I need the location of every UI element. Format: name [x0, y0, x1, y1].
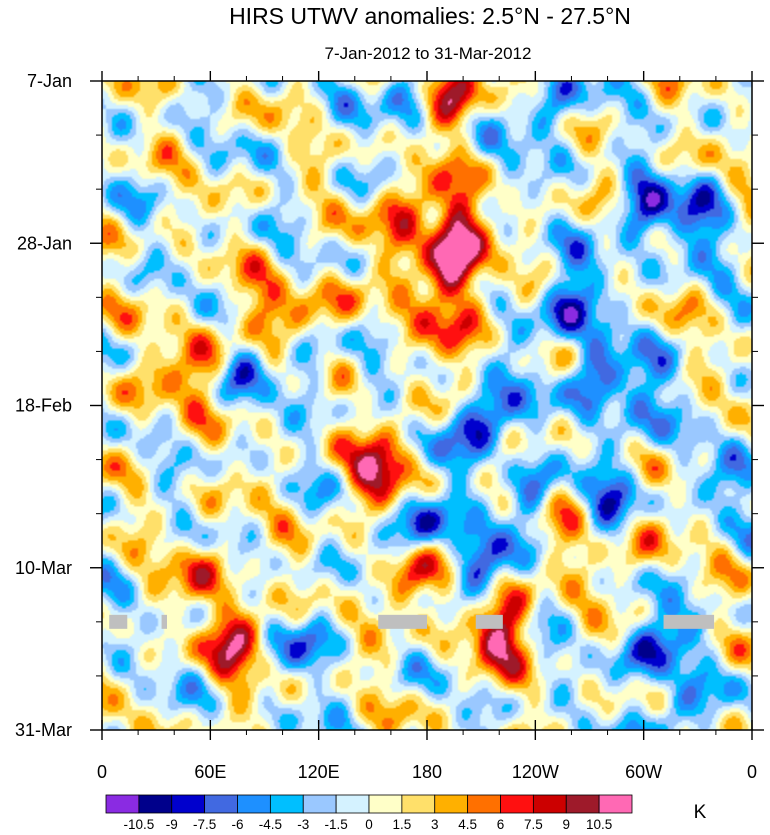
colorbar-swatch: [500, 794, 534, 814]
colorbar-swatch: [171, 794, 206, 814]
colorbar-label: -6: [231, 817, 243, 830]
colorbar-swatch: [138, 794, 173, 814]
colorbar-swatch: [105, 794, 140, 814]
colorbar-swatch: [598, 794, 633, 814]
x-tick-label: 60E: [194, 762, 226, 782]
colorbar-label: -1.5: [324, 817, 347, 830]
y-tick-label: 18-Feb: [15, 396, 72, 416]
chart-title: HIRS UTWV anomalies: 2.5°N - 27.5°N: [229, 3, 631, 29]
x-tick-label: 0: [747, 762, 757, 782]
colorbar-label: 3: [431, 817, 439, 830]
colorbar-swatch: [401, 794, 436, 814]
x-tick-label: 180: [412, 762, 442, 782]
colorbar-swatch: [565, 794, 600, 814]
colorbar-label: -4.5: [259, 817, 282, 830]
colorbar-label: 0: [365, 817, 373, 830]
colorbar-swatch: [302, 794, 337, 814]
colorbar-label: 6: [497, 817, 505, 830]
colorbar-label: 1.5: [392, 817, 411, 830]
colorbar-label: 9: [562, 817, 570, 830]
colorbar-label: 10.5: [586, 817, 612, 830]
x-axis: 0 60E 120E 180 120W 60W 0: [97, 71, 757, 782]
chart-subtitle: 7-Jan-2012 to 31-Mar-2012: [325, 44, 532, 63]
colorbar-label: -3: [297, 817, 309, 830]
colorbar-label: -7.5: [193, 817, 216, 830]
x-tick-label: 0: [97, 762, 107, 782]
missing-data-layer: [109, 614, 715, 629]
y-tick-label: 31-Mar: [15, 720, 72, 740]
missing-data-segment: [378, 614, 427, 629]
colorbar-swatch: [237, 794, 271, 814]
missing-data-segment: [161, 614, 167, 629]
missing-data-segment: [663, 614, 715, 629]
anomaly-field: [102, 81, 752, 730]
x-tick-label: 60W: [625, 762, 662, 782]
colorbar-label: 4.5: [458, 817, 477, 830]
colorbar-swatch: [467, 794, 501, 814]
colorbar-label: -9: [166, 817, 178, 830]
colorbar-swatch: [434, 794, 469, 814]
colorbar-swatch: [368, 794, 403, 814]
colorbar-label: -10.5: [123, 817, 154, 830]
colorbar-swatch: [204, 794, 238, 814]
colorbar-label: 7.5: [524, 817, 543, 830]
missing-data-segment: [475, 614, 503, 629]
colorbar-units-label: K: [694, 802, 707, 823]
colorbar-swatch: [532, 794, 567, 814]
y-tick-label: 10-Mar: [15, 558, 72, 578]
colorbar-swatch: [269, 794, 304, 814]
colorbar-swatch: [335, 794, 370, 814]
y-tick-label: 28-Jan: [17, 233, 72, 253]
x-tick-label: 120E: [298, 762, 340, 782]
y-axis: 7-Jan 28-Jan 18-Feb 10-Mar 31-Mar: [15, 71, 764, 740]
x-tick-label: 120W: [512, 762, 559, 782]
missing-data-segment: [109, 614, 128, 629]
y-tick-label: 7-Jan: [27, 71, 72, 91]
colorbar: -10.5 -9 -7.5 -6 -4.5 -3 -1.5 0 1.5 3 4.5 6 7.5 9 10.5: [105, 794, 633, 832]
